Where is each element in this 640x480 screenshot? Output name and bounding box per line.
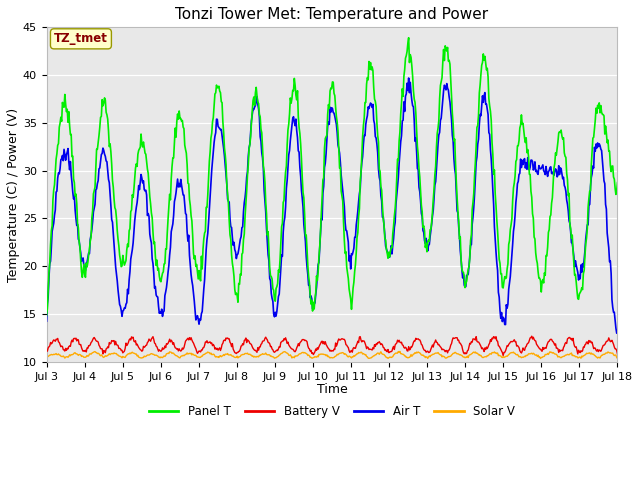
Text: TZ_tmet: TZ_tmet: [54, 32, 108, 45]
Legend: Panel T, Battery V, Air T, Solar V: Panel T, Battery V, Air T, Solar V: [144, 400, 520, 423]
X-axis label: Time: Time: [317, 383, 348, 396]
Y-axis label: Temperature (C) / Power (V): Temperature (C) / Power (V): [7, 108, 20, 282]
Title: Tonzi Tower Met: Temperature and Power: Tonzi Tower Met: Temperature and Power: [175, 7, 488, 22]
